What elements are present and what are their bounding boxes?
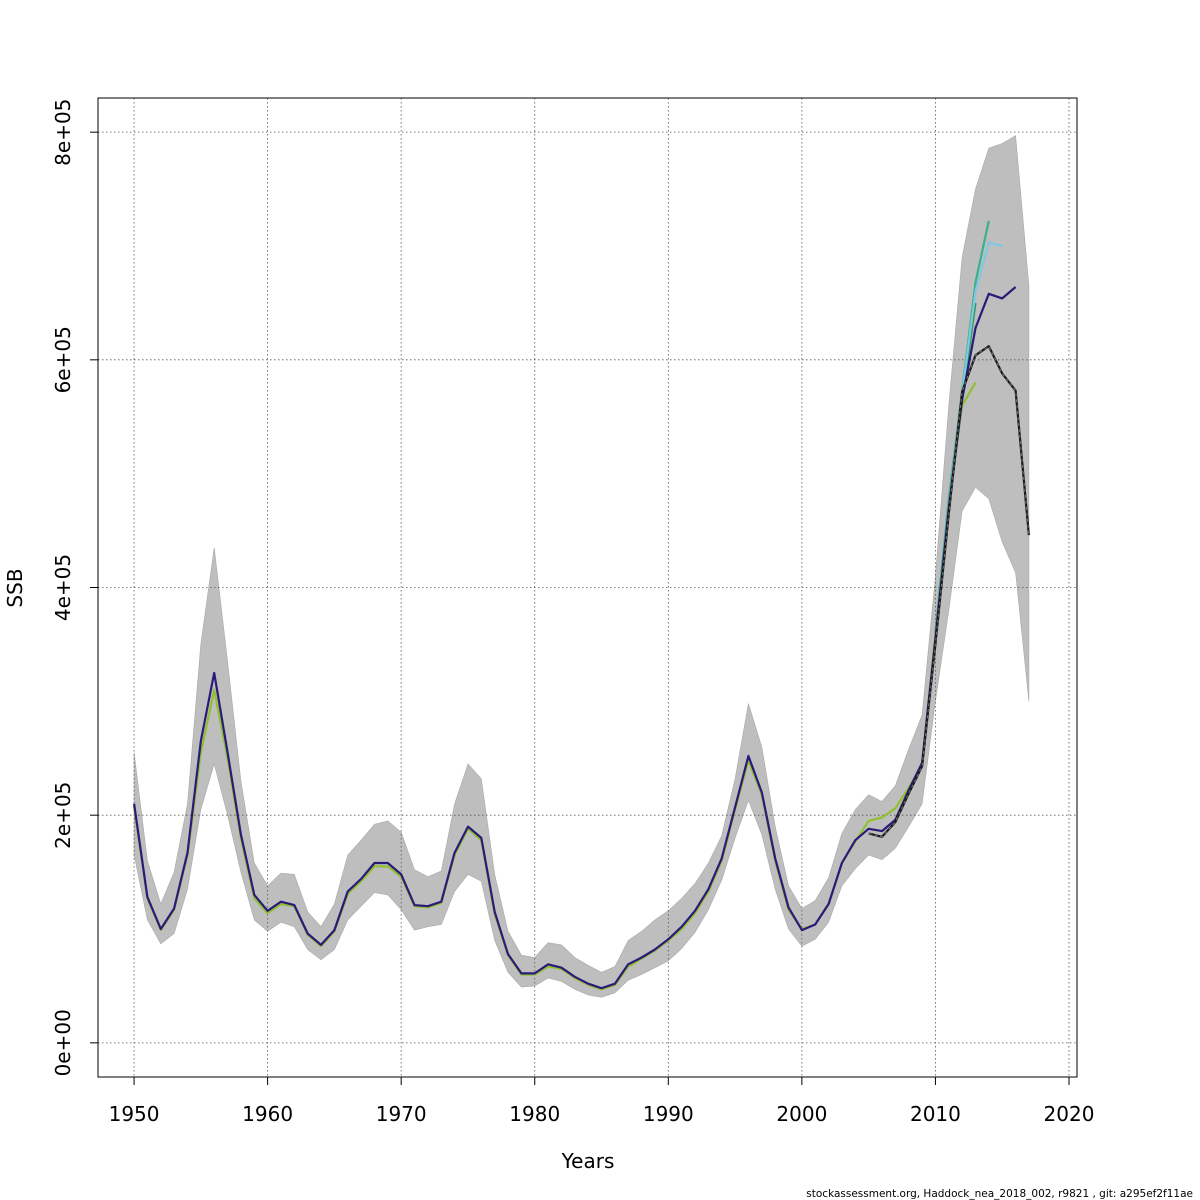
y-tick-label: 0e+00 — [51, 1009, 75, 1076]
x-tick-label: 2000 — [776, 1102, 827, 1126]
x-tick-label: 1970 — [376, 1102, 427, 1126]
x-tick-label: 1980 — [509, 1102, 560, 1126]
x-axis: 1950 1960 1970 1980 1990 2000 2010 2020 — [109, 1076, 1095, 1126]
confidence-band-layer — [133, 135, 1030, 998]
x-tick-label: 2020 — [1044, 1102, 1095, 1126]
x-tick-label: 1950 — [109, 1102, 160, 1126]
confidence-band — [133, 135, 1030, 998]
x-tick-label: 2010 — [910, 1102, 961, 1126]
y-axis: 0e+00 2e+05 4e+05 6e+05 8e+05 — [51, 99, 99, 1076]
series-layer — [133, 220, 1030, 991]
x-tick-label: 1960 — [242, 1102, 293, 1126]
x-axis-title: Years — [561, 1149, 615, 1173]
y-tick-label: 6e+05 — [51, 326, 75, 393]
x-tick-label: 1990 — [643, 1102, 694, 1126]
y-tick-label: 8e+05 — [51, 99, 75, 166]
y-tick-label: 4e+05 — [51, 554, 75, 621]
y-tick-label: 2e+05 — [51, 782, 75, 849]
grid-layer — [98, 98, 1077, 1077]
series-line-6-dash — [868, 345, 1030, 838]
y-axis-title: SSB — [3, 568, 27, 607]
series-line-5 — [133, 286, 1017, 990]
footer-credit: stockassessment.org, Haddock_nea_2018_00… — [806, 1188, 1193, 1200]
